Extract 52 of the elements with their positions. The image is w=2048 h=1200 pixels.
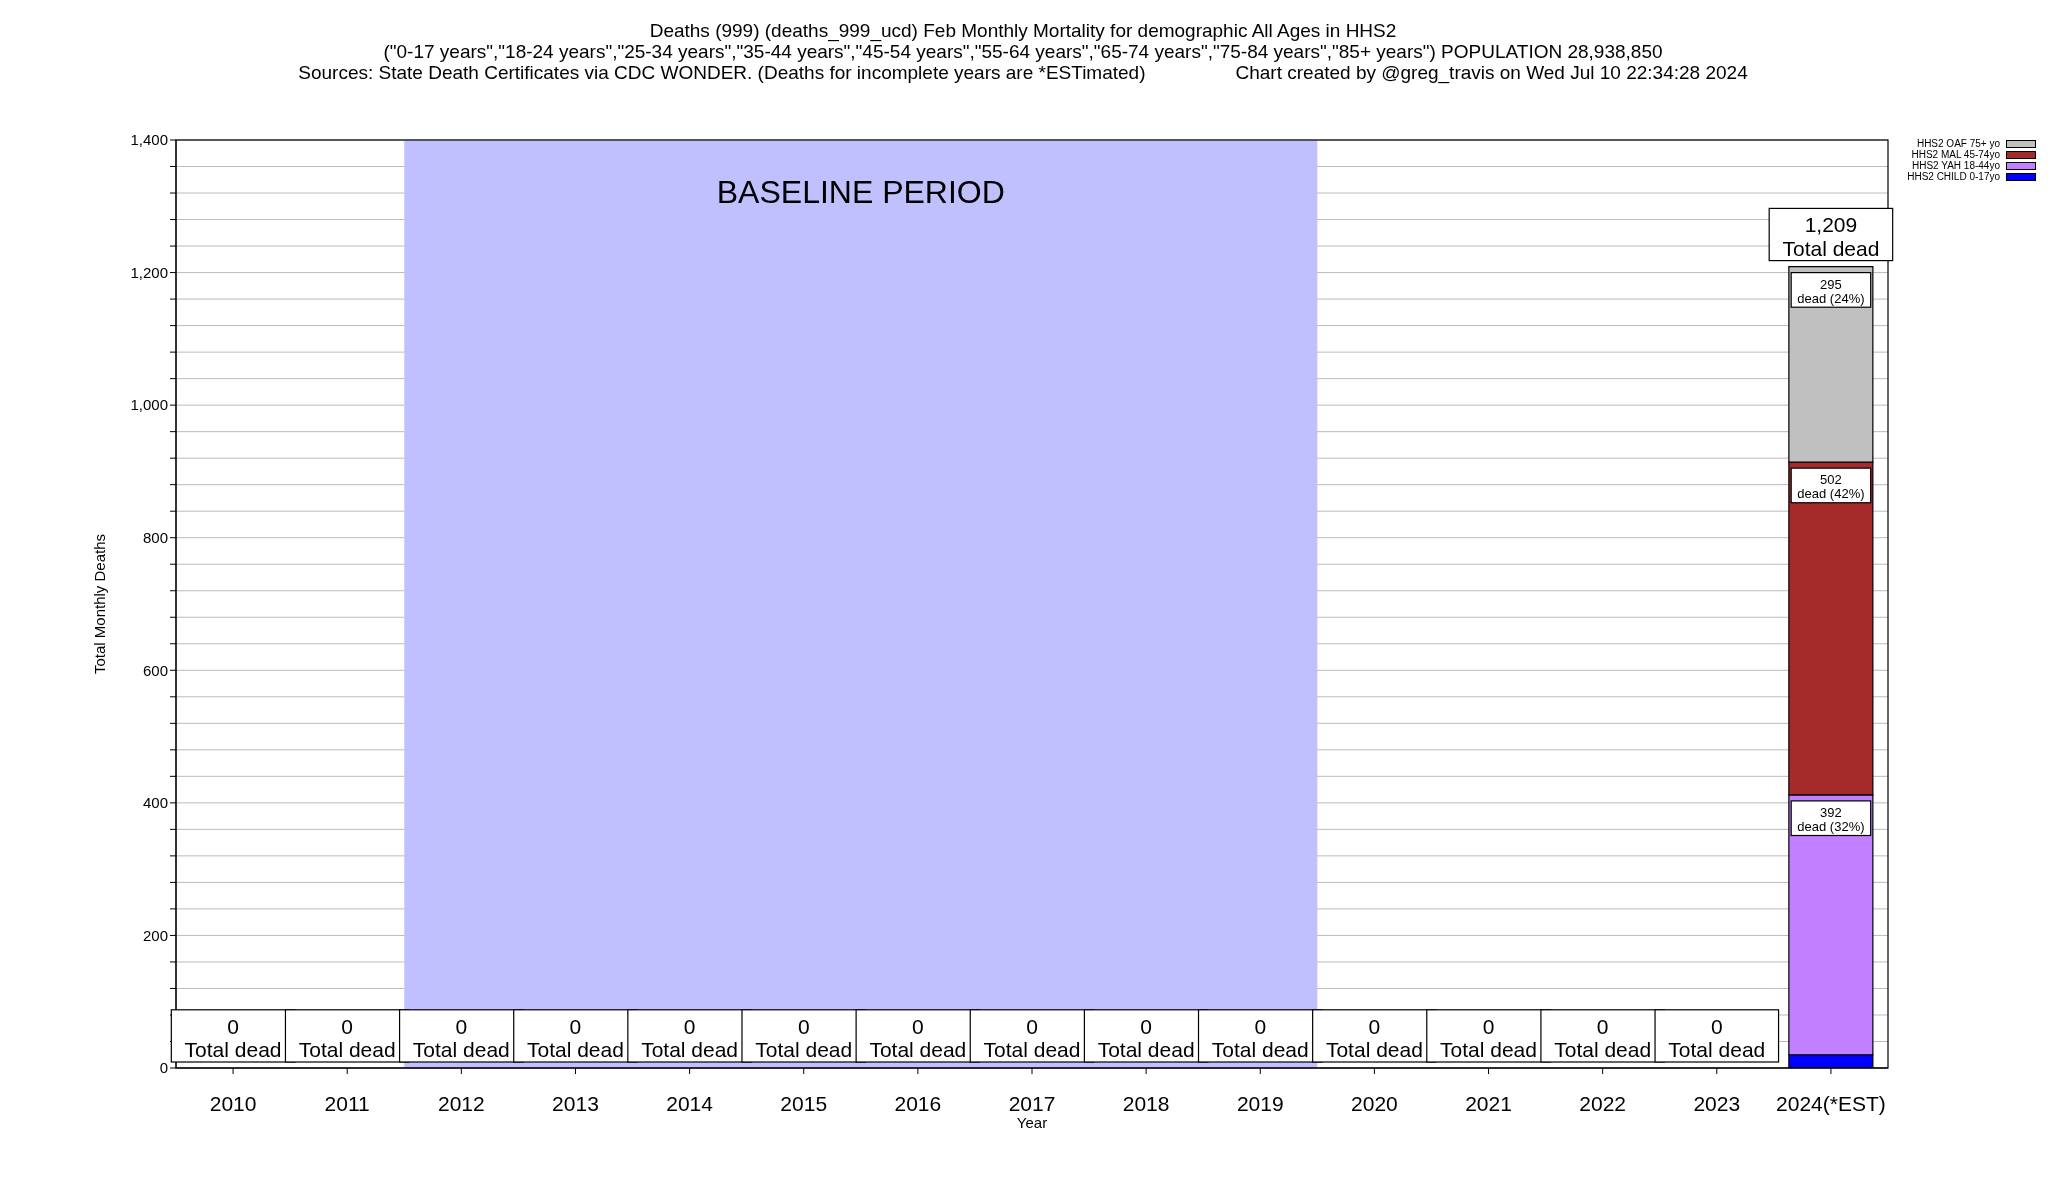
x-tick-label: 2015	[780, 1091, 828, 1115]
total-label: 0 Total dead	[1097, 1014, 1195, 1061]
total-label: 0 Total dead	[527, 1014, 624, 1061]
x-tick-label: 2024(*EST)	[1776, 1091, 1886, 1115]
x-tick-label: 2022	[1579, 1091, 1627, 1115]
x-tick-label: 2013	[552, 1091, 599, 1115]
x-tick-label: 2023	[1693, 1091, 1741, 1115]
total-label: 0 Total dead	[983, 1014, 1081, 1061]
x-tick-label: 2016	[894, 1091, 942, 1115]
x-tick-label: 2012	[437, 1091, 485, 1115]
total-label: 0 Total dead	[1440, 1014, 1537, 1061]
total-label: 0 Total dead	[755, 1014, 853, 1061]
total-label: 0 Total dead	[1554, 1014, 1652, 1061]
band-label: BASELINE PERIOD	[716, 173, 1005, 210]
x-tick-label: 2020	[1351, 1091, 1398, 1115]
data-label: 502 dead (42%)	[1797, 472, 1865, 502]
y-tick-label: 0	[159, 1059, 168, 1077]
legend-label: HHS2 YAH 18-44yo	[1912, 160, 2000, 171]
y-tick-label: 1,000	[130, 396, 168, 414]
x-tick-label: 2019	[1236, 1091, 1284, 1115]
y-tick-label: 200	[142, 926, 168, 944]
data-label: 392 dead (32%)	[1797, 804, 1865, 835]
total-label: 0 Total dead	[1668, 1014, 1766, 1061]
total-label: 0 Total dead	[412, 1014, 510, 1061]
x-tick-label: 2017	[1008, 1091, 1056, 1115]
source-note: Sources: State Death Certificates via CDC WONDER. (Deaths for incomplete years are *ESTimated)	[298, 62, 1146, 83]
total-label: 0 Total dead	[298, 1014, 396, 1061]
y-tick-label: 400	[142, 794, 168, 812]
total-label: 0 Total dead	[184, 1014, 282, 1061]
chart-title: Deaths (999) (deaths_999_ucd) Feb Monthly Mortality for demographic All Ages in HHS2	[648, 20, 1398, 41]
x-tick-label: 2018	[1122, 1091, 1170, 1115]
x-tick-label: 2010	[209, 1091, 257, 1115]
x-axis-title: Year	[1016, 1114, 1048, 1131]
y-tick-label: 1,400	[130, 131, 168, 149]
total-label: 1,209 Total dead	[1782, 213, 1880, 260]
x-tick-label: 2011	[324, 1091, 370, 1115]
y-tick-label: 600	[142, 661, 168, 679]
y-tick-label: 1,200	[130, 263, 168, 281]
total-label: 0 Total dead	[869, 1014, 967, 1061]
y-tick-label: 800	[142, 529, 168, 547]
y-axis-title: Total Monthly Deaths	[91, 533, 109, 675]
x-tick-label: 2014	[666, 1091, 714, 1115]
total-label: 0 Total dead	[641, 1014, 739, 1061]
total-label: 0 Total dead	[1325, 1014, 1423, 1061]
x-tick-label: 2021	[1465, 1091, 1512, 1115]
legend-label: HHS2 OAF 75+ yo	[1916, 138, 2000, 149]
data-label: 295 dead (24%)	[1797, 276, 1865, 306]
total-label: 0 Total dead	[1211, 1014, 1309, 1061]
legend-label: HHS2 MAL 45-74yo	[1911, 149, 2000, 160]
text: Chart created by @greg_travis on Wed Jul 10 22:34:28 2024	[1235, 62, 1748, 83]
legend-label: HHS2 CHILD 0-17yo	[1907, 171, 2000, 182]
chart-subtitle: ("0-17 years","18-24 years","25-34 years","35-44 years","45-54 years","55-64 years","65-74 years","75-84 years","85+ years") POPULATION 28,938,850	[382, 41, 1664, 62]
